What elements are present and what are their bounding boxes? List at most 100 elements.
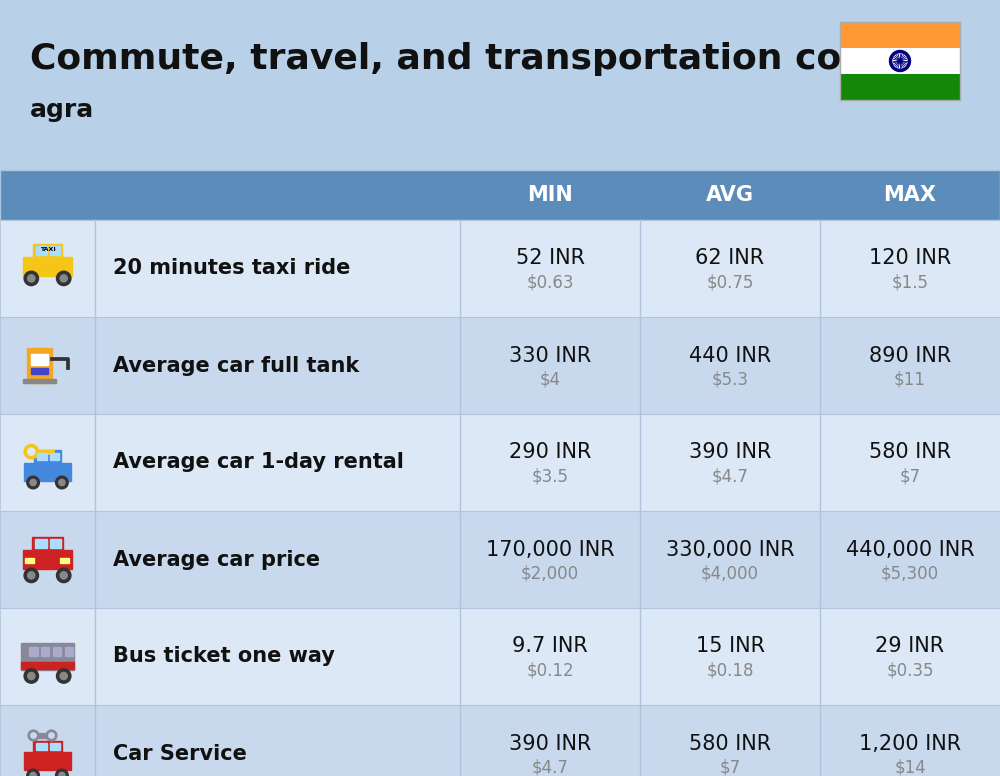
Text: 440,000 INR: 440,000 INR	[846, 539, 974, 559]
Circle shape	[46, 730, 57, 741]
Text: 29 INR: 29 INR	[875, 636, 945, 656]
Text: 120 INR: 120 INR	[869, 248, 951, 268]
Circle shape	[56, 568, 71, 583]
Bar	[50, 743, 60, 750]
Text: Car Service: Car Service	[113, 743, 247, 764]
Circle shape	[24, 271, 38, 286]
Text: $1.5: $1.5	[892, 273, 928, 292]
Bar	[840, 48, 960, 74]
Circle shape	[893, 54, 907, 68]
Bar	[23, 549, 72, 570]
Bar	[840, 22, 960, 100]
Bar	[31, 369, 48, 374]
Bar	[24, 751, 71, 770]
Text: $0.12: $0.12	[526, 661, 574, 680]
Bar	[23, 379, 56, 383]
Text: 9.7 INR: 9.7 INR	[512, 636, 588, 656]
Text: 170,000 INR: 170,000 INR	[486, 539, 614, 559]
Bar	[33, 244, 62, 258]
Circle shape	[28, 275, 35, 282]
Circle shape	[27, 476, 39, 489]
Text: 1,200 INR: 1,200 INR	[859, 733, 961, 753]
Circle shape	[31, 733, 36, 738]
Text: $4,000: $4,000	[701, 564, 759, 583]
Bar	[0, 220, 1000, 317]
Bar	[0, 170, 1000, 220]
Bar	[0, 414, 1000, 511]
Text: Average car price: Average car price	[113, 549, 320, 570]
Text: MIN: MIN	[527, 185, 573, 205]
Circle shape	[60, 275, 67, 282]
Text: $4.7: $4.7	[532, 758, 568, 776]
Bar	[41, 647, 49, 656]
Circle shape	[56, 476, 68, 489]
Bar	[36, 246, 46, 255]
Bar	[34, 450, 61, 462]
Bar	[840, 22, 960, 48]
Text: 15 INR: 15 INR	[696, 636, 765, 656]
Bar	[37, 453, 46, 459]
Text: $7: $7	[899, 467, 921, 486]
Circle shape	[60, 672, 67, 680]
Circle shape	[28, 448, 35, 456]
Text: 62 INR: 62 INR	[695, 248, 765, 268]
Bar	[50, 246, 60, 255]
Circle shape	[890, 50, 910, 71]
Circle shape	[56, 669, 71, 683]
Circle shape	[28, 572, 35, 579]
Circle shape	[49, 733, 54, 738]
Bar	[21, 643, 74, 670]
Text: $4.7: $4.7	[712, 467, 748, 486]
Text: 52 INR: 52 INR	[516, 248, 584, 268]
Circle shape	[27, 769, 39, 776]
Bar	[36, 743, 46, 750]
Text: 330 INR: 330 INR	[509, 345, 591, 365]
Text: 20 minutes taxi ride: 20 minutes taxi ride	[113, 258, 350, 279]
Bar	[27, 348, 52, 383]
Circle shape	[60, 572, 67, 579]
Bar	[21, 662, 74, 669]
Text: Bus ticket one way: Bus ticket one way	[113, 646, 335, 667]
Circle shape	[59, 772, 65, 776]
Circle shape	[24, 445, 38, 459]
Circle shape	[56, 769, 68, 776]
Text: MAX: MAX	[884, 185, 936, 205]
Bar	[64, 647, 73, 656]
Text: $5,300: $5,300	[881, 564, 939, 583]
Bar	[50, 539, 61, 548]
Text: $0.35: $0.35	[886, 661, 934, 680]
Text: $4: $4	[539, 370, 561, 389]
Text: $0.75: $0.75	[706, 273, 754, 292]
Bar	[25, 557, 34, 563]
Text: Commute, travel, and transportation costs: Commute, travel, and transportation cost…	[30, 42, 902, 76]
Bar	[29, 647, 38, 656]
Text: $5.3: $5.3	[712, 370, 748, 389]
Bar	[60, 557, 69, 563]
Text: $7: $7	[719, 758, 741, 776]
Bar	[53, 647, 61, 656]
Text: 330,000 INR: 330,000 INR	[666, 539, 794, 559]
Circle shape	[59, 480, 65, 486]
Bar	[50, 453, 59, 459]
Bar	[0, 608, 1000, 705]
Circle shape	[30, 772, 36, 776]
Bar	[840, 74, 960, 100]
Bar	[0, 511, 1000, 608]
Circle shape	[28, 672, 35, 680]
Circle shape	[56, 271, 71, 286]
Bar	[35, 539, 46, 548]
Text: $11: $11	[894, 370, 926, 389]
Bar	[0, 705, 1000, 776]
Text: TAXI: TAXI	[40, 247, 55, 252]
Circle shape	[24, 669, 38, 683]
Text: 290 INR: 290 INR	[509, 442, 591, 462]
Text: agra: agra	[30, 98, 94, 122]
Circle shape	[28, 730, 39, 741]
Text: $0.18: $0.18	[706, 661, 754, 680]
Circle shape	[898, 60, 902, 63]
Bar	[23, 257, 72, 276]
Text: $14: $14	[894, 758, 926, 776]
Text: $2,000: $2,000	[521, 564, 579, 583]
Text: 390 INR: 390 INR	[689, 442, 771, 462]
Text: Average car 1-day rental: Average car 1-day rental	[113, 452, 404, 473]
